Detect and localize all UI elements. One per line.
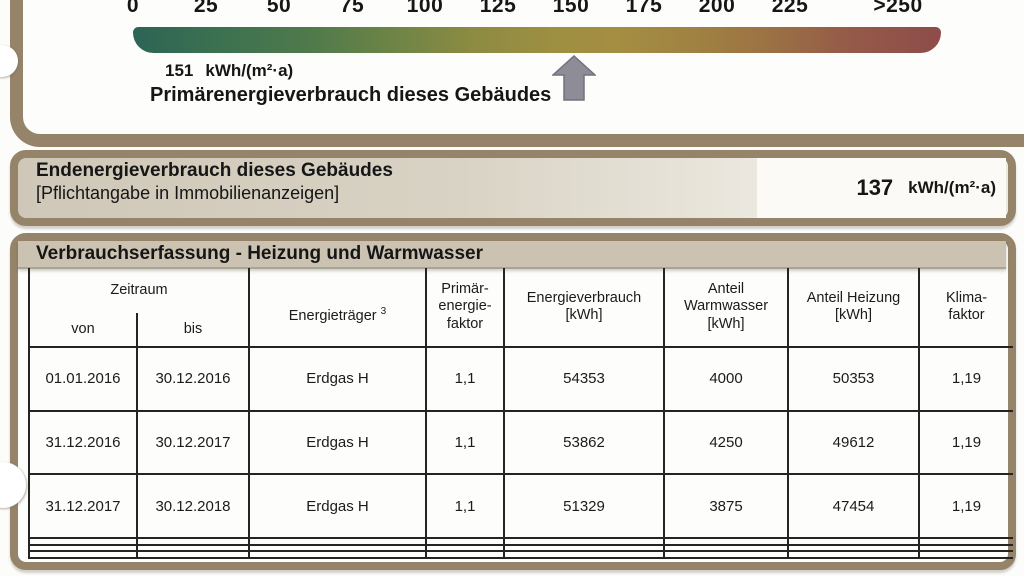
cell-primaerfaktor [425,550,504,559]
cell-klimafaktor: 1,19 [918,409,1013,475]
energy-color-scale-bar [133,27,941,53]
cell-anteil-heizung [787,536,919,545]
cell-von [29,543,137,552]
cell-klimafaktor [918,536,1013,545]
cell-energieverbrauch: 54353 [503,346,664,411]
scale-tick: 225 [771,0,809,17]
cell-anteil-heizung: 47454 [787,473,919,538]
cell-energieverbrauch [503,543,664,552]
cell-bis: 30.12.2017 [136,409,249,475]
cell-klimafaktor [918,550,1013,559]
table-row [29,550,1013,559]
header-primaerfaktor: Primär- energie- faktor [425,268,504,347]
primary-energy-scale-panel [10,0,1024,147]
scale-tick: >250 [873,0,923,17]
cell-energieverbrauch [503,536,664,545]
header-klimafaktor: Klima- faktor [918,268,1013,347]
consumption-title-band: Verbrauchserfassung - Heizung und Warmwa… [18,241,1006,269]
cell-anteil-warmwasser [663,543,788,552]
cell-von: 01.01.2016 [29,346,137,411]
table-subheader-row: von bis [29,313,1013,347]
cell-anteil-heizung: 49612 [787,409,919,475]
header-zeitraum: Zeitraum [110,281,168,298]
header-von: von [71,320,95,337]
cell-primaerfaktor: 1,1 [425,409,504,475]
table-row: 01.01.2016 30.12.2016 Erdgas H 1,1 54353… [29,346,1013,411]
cell-anteil-warmwasser: 4000 [663,346,788,411]
cell-klimafaktor: 1,19 [918,473,1013,538]
cell-primaerfaktor [425,536,504,545]
cell-von [29,550,137,559]
cell-energietraeger [248,550,426,559]
cell-primaerfaktor: 1,1 [425,473,504,538]
cell-energieverbrauch: 53862 [503,409,664,475]
cell-bis: 30.12.2016 [136,346,249,411]
primary-energy-number: 151 [165,61,194,80]
table-row: 31.12.2017 30.12.2018 Erdgas H 1,1 51329… [29,473,1013,538]
end-energy-subtitle: [Pflichtangabe in Immobilienanzeigen] [36,183,340,203]
scale-tick: 50 [266,0,292,17]
header-bis: bis [136,313,249,347]
cell-anteil-warmwasser [663,536,788,545]
header-energietraeger-label: Energieträger [288,307,377,324]
cell-von: 31.12.2017 [29,473,137,538]
cell-bis [136,543,249,552]
scale-tick: 25 [193,0,219,17]
cell-klimafaktor [918,543,1013,552]
cell-von: 31.12.2016 [29,409,137,475]
header-energietraeger: Energieträger 3 [248,268,426,347]
scale-tick: 150 [552,0,590,17]
scale-tick: 200 [698,0,736,17]
cell-klimafaktor: 1,19 [918,346,1013,411]
consumption-title: Verbrauchserfassung - Heizung und Warmwa… [36,243,483,264]
cell-energietraeger: Erdgas H [248,346,426,411]
header-energieverbrauch: Energieverbrauch [kWh] [503,268,664,347]
cell-energieverbrauch: 51329 [503,473,664,538]
hole-punch-artifact [0,45,18,77]
cell-bis: 30.12.2018 [136,473,249,538]
header-anteil-warmwasser: Anteil Warmwasser [kWh] [663,268,788,347]
end-energy-unit: kWh/(m²·a) [908,178,996,197]
cell-anteil-heizung [787,550,919,559]
cell-bis [136,536,249,545]
cell-bis [136,550,249,559]
consumption-table: Zeitraum Energieträger 3 Primär- energie… [28,268,1013,559]
scale-tick: 75 [339,0,365,17]
table-row: 31.12.2016 30.12.2017 Erdgas H 1,1 53862… [29,409,1013,475]
cell-energietraeger [248,536,426,545]
table-header-row: Zeitraum Energieträger 3 Primär- energie… [29,268,1013,347]
cell-anteil-warmwasser [663,550,788,559]
scale-tick: 125 [479,0,517,17]
cell-anteil-warmwasser: 4250 [663,409,788,475]
scale-tick: 175 [625,0,663,17]
header-anteil-heizung: Anteil Heizung [kWh] [787,268,919,347]
table-body: 01.01.2016 30.12.2016 Erdgas H 1,1 54353… [29,346,1013,559]
cell-energietraeger [248,543,426,552]
end-energy-value-box: 137 kWh/(m²·a) [757,158,1006,218]
cell-primaerfaktor: 1,1 [425,346,504,411]
cell-energieverbrauch [503,550,664,559]
cell-anteil-heizung: 50353 [787,346,919,411]
cell-primaerfaktor [425,543,504,552]
header-energietraeger-footnote: 3 [380,306,387,318]
cell-von [29,536,137,545]
table-row [29,543,1013,552]
scale-tick: 0 [126,0,140,17]
scale-marker-arrow-icon [552,55,596,101]
primary-energy-caption: Primärenergieverbrauch dieses Gebäudes [150,84,552,106]
table-row [29,536,1013,545]
cell-energietraeger: Erdgas H [248,473,426,538]
cell-energietraeger: Erdgas H [248,409,426,475]
cell-anteil-warmwasser: 3875 [663,473,788,538]
end-energy-number: 137 [856,175,894,200]
primary-energy-unit: kWh/(m²·a) [205,61,294,80]
end-energy-title: Endenergieverbrauch dieses Gebäudes [36,160,393,181]
scale-tick: 100 [406,0,444,17]
primary-energy-value: 151 kWh/(m²·a) [165,61,293,81]
cell-anteil-heizung [787,543,919,552]
